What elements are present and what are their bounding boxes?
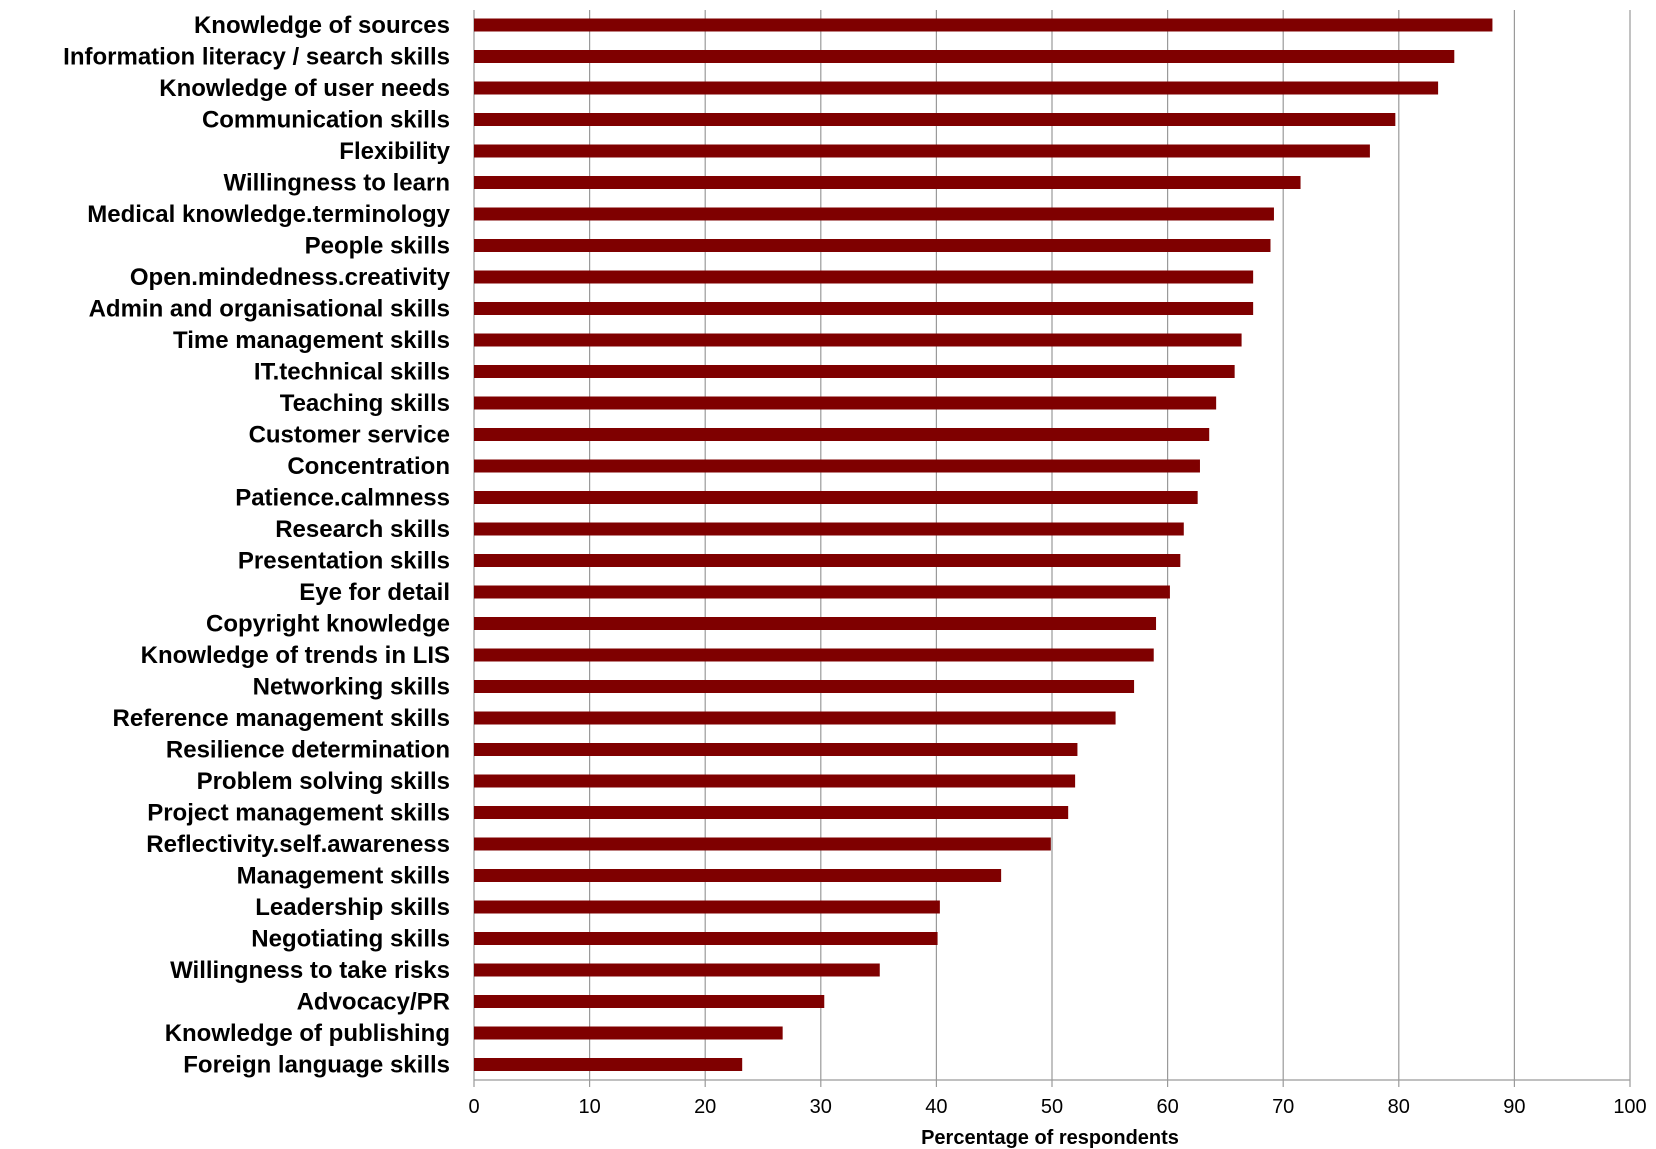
category-label-2: Information literacy / search skills — [63, 44, 450, 71]
x-tick-label-30: 30 — [810, 1096, 832, 1118]
bar-32 — [474, 995, 825, 1008]
bar-5 — [474, 144, 1370, 158]
x-tick-label-80: 80 — [1388, 1096, 1410, 1118]
x-tick-label-40: 40 — [925, 1096, 947, 1118]
gridlines — [473, 10, 1631, 1080]
x-axis-title: Percentage of respondents — [921, 1127, 1179, 1149]
category-label-15: Concentration — [287, 453, 450, 480]
category-label-33: Knowledge of publishing — [165, 1020, 450, 1047]
bar-10 — [474, 302, 1254, 315]
category-label-28: Management skills — [237, 863, 450, 890]
bar-6 — [474, 176, 1301, 189]
bar-23 — [474, 711, 1116, 725]
category-label-10: Admin and organisational skills — [89, 296, 450, 323]
category-label-3: Knowledge of user needs — [159, 75, 450, 102]
bar-22 — [474, 680, 1135, 693]
category-label-14: Customer service — [249, 422, 450, 449]
bar-24 — [474, 743, 1078, 756]
bar-33 — [474, 1026, 783, 1040]
category-label-18: Presentation skills — [238, 548, 450, 575]
bar-7 — [474, 207, 1274, 221]
bar-18 — [474, 554, 1181, 567]
bar-26 — [474, 806, 1069, 819]
category-label-7: Medical knowledge.terminology — [87, 201, 450, 228]
x-tick-label-0: 0 — [468, 1096, 479, 1118]
category-label-12: IT.technical skills — [254, 359, 450, 386]
bar-8 — [474, 239, 1271, 252]
x-tick-label-50: 50 — [1041, 1096, 1063, 1118]
category-label-29: Leadership skills — [255, 894, 450, 921]
bar-17 — [474, 522, 1184, 536]
bar-4 — [474, 113, 1396, 126]
category-label-20: Copyright knowledge — [206, 611, 450, 638]
category-label-22: Networking skills — [253, 674, 450, 701]
bar-13 — [474, 396, 1217, 410]
category-label-32: Advocacy/PR — [297, 989, 450, 1016]
x-tick-label-20: 20 — [694, 1096, 716, 1118]
bar-28 — [474, 869, 1002, 882]
bar-16 — [474, 491, 1198, 504]
bar-2 — [474, 50, 1455, 63]
bar-14 — [474, 428, 1210, 441]
category-labels: Knowledge of sources Information literacy… — [63, 12, 450, 1079]
x-tick-label-100: 100 — [1613, 1096, 1646, 1118]
bar-1 — [474, 18, 1493, 32]
bar-25 — [474, 774, 1076, 788]
category-label-23: Reference management skills — [113, 705, 451, 732]
category-label-16: Patience.calmness — [235, 485, 450, 512]
category-label-34: Foreign language skills — [183, 1052, 450, 1079]
bar-31 — [474, 963, 880, 977]
x-tick-label-10: 10 — [578, 1096, 600, 1118]
category-label-5: Flexibility — [339, 138, 450, 165]
category-label-8: People skills — [305, 233, 450, 260]
bar-9 — [474, 270, 1254, 284]
bar-3 — [474, 81, 1439, 95]
category-label-11: Time management skills — [173, 327, 450, 354]
category-label-1: Knowledge of sources — [194, 12, 450, 39]
x-tick-label-60: 60 — [1156, 1096, 1178, 1118]
bars — [474, 18, 1493, 1071]
bar-19 — [474, 585, 1170, 599]
category-label-4: Communication skills — [202, 107, 450, 134]
category-label-21: Knowledge of trends in LIS — [141, 642, 450, 669]
x-tick-label-70: 70 — [1272, 1096, 1294, 1118]
category-label-30: Negotiating skills — [251, 926, 450, 953]
bar-12 — [474, 365, 1235, 378]
bar-21 — [474, 648, 1154, 662]
category-label-25: Problem solving skills — [197, 768, 450, 795]
bar-15 — [474, 459, 1200, 473]
category-label-19: Eye for detail — [299, 579, 450, 606]
category-label-24: Resilience determination — [166, 737, 450, 764]
bar-34 — [474, 1058, 743, 1071]
category-label-9: Open.mindedness.creativity — [130, 264, 451, 291]
x-tick-labels: 0 10 20 30 40 50 60 70 80 90 100 — [468, 1080, 1647, 1118]
category-label-26: Project management skills — [147, 800, 450, 827]
bar-30 — [474, 932, 938, 945]
bar-27 — [474, 837, 1051, 851]
x-tick-label-90: 90 — [1503, 1096, 1525, 1118]
category-label-27: Reflectivity.self.awareness — [146, 831, 450, 858]
category-label-13: Teaching skills — [280, 390, 450, 417]
bar-29 — [474, 900, 940, 914]
category-label-17: Research skills — [275, 516, 450, 543]
bar-11 — [474, 333, 1242, 347]
bar-20 — [474, 617, 1157, 630]
category-label-6: Willingness to learn — [224, 170, 451, 197]
category-label-31: Willingness to take risks — [170, 957, 450, 984]
